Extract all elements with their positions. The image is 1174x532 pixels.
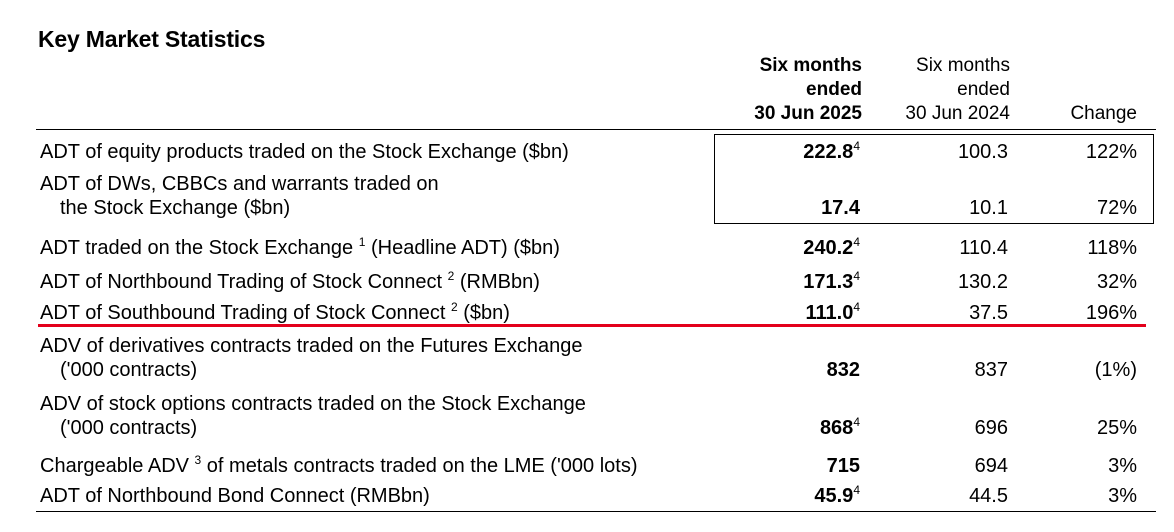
footnote-marker: 4 bbox=[853, 415, 860, 429]
page-title: Key Market Statistics bbox=[38, 26, 266, 52]
row-label: ADT of DWs, CBBCs and warrants traded on… bbox=[40, 172, 439, 220]
table-row: ADT of Southbound Trading of Stock Conne… bbox=[0, 301, 1174, 325]
value-change: 118% bbox=[1087, 237, 1137, 259]
column-header-change: Change bbox=[1040, 102, 1137, 126]
value-current: 222.84 bbox=[803, 139, 860, 163]
value-previous: 100.3 bbox=[957, 141, 1008, 163]
row-label-text: ADV of derivatives contracts traded on t… bbox=[40, 335, 583, 357]
row-label-text: Chargeable ADV bbox=[40, 455, 195, 477]
row-label-continuation: ('000 contracts) bbox=[60, 359, 198, 381]
row-label-text: ADT of DWs, CBBCs and warrants traded on bbox=[40, 173, 439, 195]
value-change: 25% bbox=[1096, 417, 1137, 439]
row-label-text: ADT of Northbound Trading of Stock Conne… bbox=[40, 271, 448, 293]
value-current: 240.24 bbox=[803, 235, 860, 259]
red-underline bbox=[38, 324, 1146, 327]
table-row: ADT of Northbound Bond Connect (RMBbn) 45… bbox=[0, 484, 1174, 508]
value-previous: 10.1 bbox=[969, 197, 1008, 219]
column-header-previous-line-1: Six months bbox=[916, 55, 1010, 76]
value-previous: 694 bbox=[974, 455, 1008, 477]
footnote-marker: 2 bbox=[451, 300, 458, 314]
column-header-current: Six months ended 30 Jun 2025 bbox=[700, 54, 862, 126]
column-header-previous-line-3: 30 Jun 2024 bbox=[905, 103, 1010, 124]
row-label: ADT of Northbound Bond Connect (RMBbn) bbox=[40, 484, 430, 508]
table-row: ADT traded on the Stock Exchange 1 (Head… bbox=[0, 236, 1174, 260]
table-row: ADV of derivatives contracts traded on t… bbox=[0, 334, 1174, 382]
column-header-current-line-3: 30 Jun 2025 bbox=[754, 103, 862, 124]
table-row: ADT of equity products traded on the Sto… bbox=[0, 140, 1174, 164]
value-current: 17.4 bbox=[821, 197, 860, 219]
value-current: 715 bbox=[826, 455, 860, 477]
row-label-text: ADT of Northbound Bond Connect (RMBbn) bbox=[40, 485, 430, 507]
row-label-text: ADT traded on the Stock Exchange bbox=[40, 237, 359, 259]
value-change: 196% bbox=[1085, 302, 1137, 324]
column-header-previous-line-2: ended bbox=[957, 79, 1010, 100]
row-label-suffix: (Headline ADT) ($bn) bbox=[365, 237, 560, 259]
value-previous: 130.2 bbox=[957, 271, 1008, 293]
table-bottom-rule bbox=[36, 511, 1156, 512]
row-label: ADT of equity products traded on the Sto… bbox=[40, 140, 569, 164]
table-top-rule bbox=[36, 129, 1156, 130]
row-label-text: ADT of Southbound Trading of Stock Conne… bbox=[40, 302, 451, 324]
value-change: 3% bbox=[1108, 485, 1137, 507]
footnote-marker: 1 bbox=[358, 235, 366, 249]
footnote-marker: 3 bbox=[194, 453, 202, 467]
row-label: Chargeable ADV 3 of metals contracts tra… bbox=[40, 454, 637, 478]
footnote-marker: 2 bbox=[447, 269, 455, 283]
value-change: (1%) bbox=[1094, 359, 1137, 381]
row-label-suffix: (RMBbn) bbox=[454, 271, 540, 293]
table-row: ADV of stock options contracts traded on… bbox=[0, 392, 1174, 440]
value-change: 122% bbox=[1085, 141, 1137, 163]
row-label: ADV of stock options contracts traded on… bbox=[40, 392, 586, 440]
value-current: 111.04 bbox=[805, 300, 860, 324]
footnote-marker: 4 bbox=[853, 483, 860, 497]
row-label-text: ADV of stock options contracts traded on… bbox=[40, 393, 586, 415]
row-label: ADV of derivatives contracts traded on t… bbox=[40, 334, 583, 382]
footnote-marker: 4 bbox=[853, 300, 860, 314]
highlight-box bbox=[714, 134, 1154, 224]
column-header-previous: Six months ended 30 Jun 2024 bbox=[860, 54, 1010, 126]
value-change: 72% bbox=[1096, 197, 1137, 219]
value-previous: 110.4 bbox=[959, 237, 1008, 259]
value-change: 32% bbox=[1096, 271, 1137, 293]
footnote-marker: 4 bbox=[853, 235, 860, 249]
row-label: ADT traded on the Stock Exchange 1 (Head… bbox=[40, 236, 560, 260]
table-row: Chargeable ADV 3 of metals contracts tra… bbox=[0, 454, 1174, 478]
column-header-current-line-1: Six months bbox=[759, 55, 862, 76]
value-current: 8684 bbox=[819, 415, 860, 439]
value-previous: 37.5 bbox=[969, 302, 1008, 324]
value-previous: 44.5 bbox=[969, 485, 1008, 507]
row-label-continuation: the Stock Exchange ($bn) bbox=[60, 197, 291, 219]
row-label: ADT of Southbound Trading of Stock Conne… bbox=[40, 301, 510, 325]
row-label: ADT of Northbound Trading of Stock Conne… bbox=[40, 270, 540, 294]
value-current: 45.94 bbox=[814, 483, 860, 507]
table-row: ADT of DWs, CBBCs and warrants traded on… bbox=[0, 172, 1174, 220]
column-header-change-label: Change bbox=[1070, 103, 1137, 124]
row-label-continuation: ('000 contracts) bbox=[60, 417, 198, 439]
value-current: 832 bbox=[826, 359, 860, 381]
row-label-suffix: of metals contracts traded on the LME ('… bbox=[201, 455, 638, 477]
value-change: 3% bbox=[1108, 455, 1137, 477]
row-label-text: ADT of equity products traded on the Sto… bbox=[40, 141, 569, 163]
footnote-marker: 4 bbox=[853, 139, 860, 153]
value-previous: 696 bbox=[974, 417, 1008, 439]
value-previous: 837 bbox=[974, 359, 1008, 381]
value-current: 171.34 bbox=[803, 269, 860, 293]
table-row: ADT of Northbound Trading of Stock Conne… bbox=[0, 270, 1174, 294]
column-header-current-line-2: ended bbox=[806, 79, 862, 100]
footnote-marker: 4 bbox=[853, 269, 860, 283]
row-label-suffix: ($bn) bbox=[457, 302, 510, 324]
